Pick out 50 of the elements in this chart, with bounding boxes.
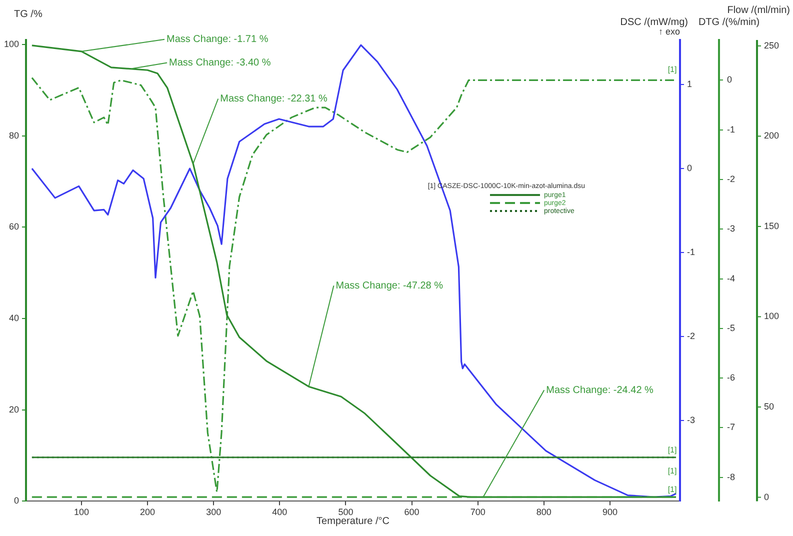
annotation: [1]	[668, 446, 677, 455]
y-tick-label: 40	[8, 313, 19, 324]
annotation: Mass Change: -47.28 %	[336, 280, 444, 292]
y3-tick-label: -8	[727, 472, 736, 482]
x-tick-label: 200	[140, 507, 156, 518]
y2-tick-label: -2	[687, 331, 696, 342]
text: ↑ exo	[658, 26, 680, 36]
x-tick-label: 900	[602, 507, 618, 518]
x-tick-label: 500	[338, 507, 354, 518]
annotation: [1]	[668, 65, 677, 74]
x-tick-label: 300	[206, 507, 222, 518]
y-tick-label: 80	[8, 130, 19, 140]
y-tick-label: 100	[4, 39, 19, 50]
y2-tick-label: -1	[687, 247, 696, 258]
x-tick-label: 600	[404, 507, 420, 518]
y2-tick-label: -3	[687, 415, 696, 426]
text: 0	[764, 492, 770, 502]
y3-tick-label: -2	[727, 174, 736, 184]
y-tick-label: 0	[14, 496, 19, 506]
y2-axis-title: DSC /(mW/mg)	[620, 16, 688, 28]
y3-tick-label: -5	[727, 322, 736, 333]
y3-tick-label: -1	[727, 124, 736, 134]
annotation: Mass Change: -1.71 %	[166, 34, 268, 46]
annotation: Mass Change: -3.40 %	[169, 58, 271, 69]
annotation: Mass Change: -22.31 %	[220, 94, 328, 104]
y-tick-label: 60	[8, 222, 19, 232]
x-tick-label: 800	[536, 507, 552, 518]
y3-tick-label: -4	[727, 273, 736, 284]
text: Flow /(ml/min)	[727, 4, 790, 16]
text: 50	[764, 401, 774, 412]
y2-tick-label: 0	[687, 163, 692, 174]
text: 100	[764, 311, 780, 322]
x-tick-label: 100	[74, 507, 90, 518]
text: 200	[764, 130, 780, 141]
y2-tick-label: 1	[687, 79, 692, 90]
x-tick-label: 700	[470, 507, 486, 518]
y3-tick-label: -7	[727, 422, 736, 432]
annotation: Mass Change: -24.42 %	[546, 384, 654, 396]
annotation: [1]	[668, 466, 677, 476]
y-axis-title: TG /%	[14, 8, 42, 20]
y3-tick-label: -6	[727, 372, 736, 383]
y3-axis-title: DTG /(%/min)	[698, 16, 760, 28]
y-tick-label: 20	[8, 404, 19, 414]
x-tick-label: 400	[272, 507, 288, 518]
x-axis-title: Temperature /°C	[316, 516, 390, 527]
annotation: [1]	[668, 484, 677, 494]
y3-tick-label: -3	[727, 224, 736, 234]
y3-tick-label: 0	[727, 74, 732, 85]
text: 250	[764, 40, 780, 50]
text: 150	[764, 220, 780, 231]
